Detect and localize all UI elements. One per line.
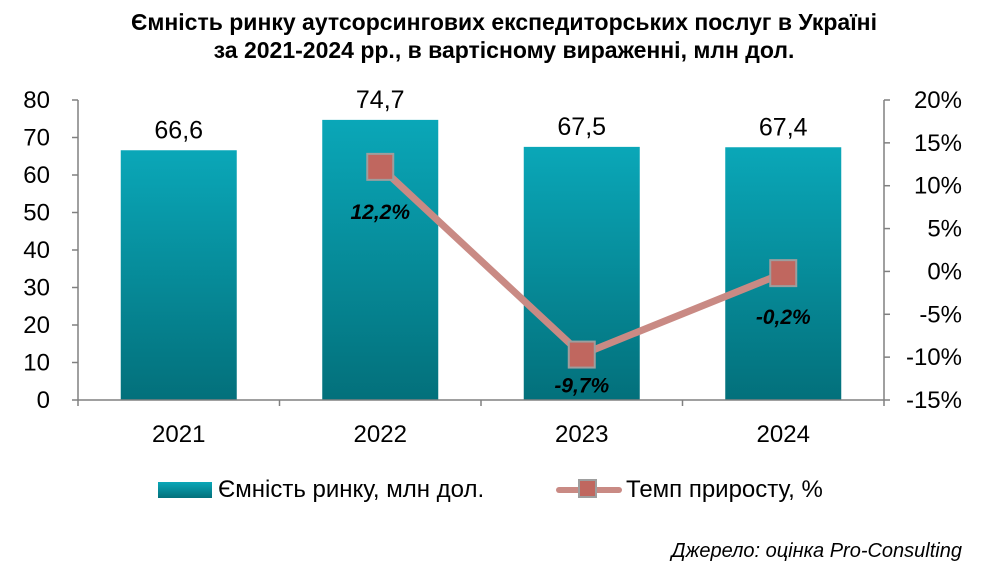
bar-value-label-2022: 74,7 [356,86,405,114]
left-tick-label: 40 [23,237,50,264]
growth-label-2023: -9,7% [554,375,609,398]
growth-marker-2023 [567,340,596,369]
legend: Ємність ринку, млн дол. Темп приросту, % [0,474,1008,506]
right-tick-label: 0% [927,258,962,285]
x-tick-label-2024: 2024 [757,421,810,448]
left-tick-label: 50 [23,200,50,227]
legend-item-capacity: Ємність ринку, млн дол. [158,474,484,506]
right-tick-label: 10% [914,173,962,200]
legend-label-capacity: Ємність ринку, млн дол. [218,476,485,503]
legend-label-growth: Темп приросту, % [626,476,823,503]
x-tick-label-2022: 2022 [354,421,407,448]
chart-title: Ємність ринку аутсорсингових експедиторс… [0,8,1008,64]
bar-value-label-2023: 67,5 [557,113,606,141]
growth-label-2022: 12,2% [350,201,410,224]
legend-bar-swatch [158,482,212,498]
legend-line-swatch [556,479,622,498]
right-tick-label: 15% [914,130,962,157]
source-note: Джерело: оцінка Pro-Consulting [671,540,962,562]
bar-value-label-2024: 67,4 [759,113,808,141]
left-tick-label: 70 [23,125,50,152]
growth-marker-2024 [769,259,798,288]
left-tick-label: 30 [23,275,50,302]
chart-title-line-2: за 2021-2024 рр., в вартісному вираженні… [213,37,795,63]
chart-title-line-1: Ємність ринку аутсорсингових експедиторс… [131,9,877,35]
right-tick-label: -10% [906,344,962,371]
right-tick-label: -5% [919,301,962,328]
right-tick-label: 5% [927,216,962,243]
right-tick-label: 20% [914,87,962,114]
left-tick-label: 20 [23,312,50,339]
bar-2021 [120,150,237,400]
x-tick-label-2023: 2023 [555,421,608,448]
left-tick-label: 60 [23,162,50,189]
left-tick-label: 0 [37,387,50,414]
legend-item-growth: Темп приросту, % [556,474,823,506]
growth-label-2024: -0,2% [756,306,811,329]
bar-value-label-2021: 66,6 [154,116,203,144]
left-tick-label: 80 [23,87,50,114]
growth-marker-2022 [366,152,395,181]
left-tick-label: 10 [23,350,50,377]
x-tick-label-2021: 2021 [152,421,205,448]
right-tick-label: -15% [906,387,962,414]
